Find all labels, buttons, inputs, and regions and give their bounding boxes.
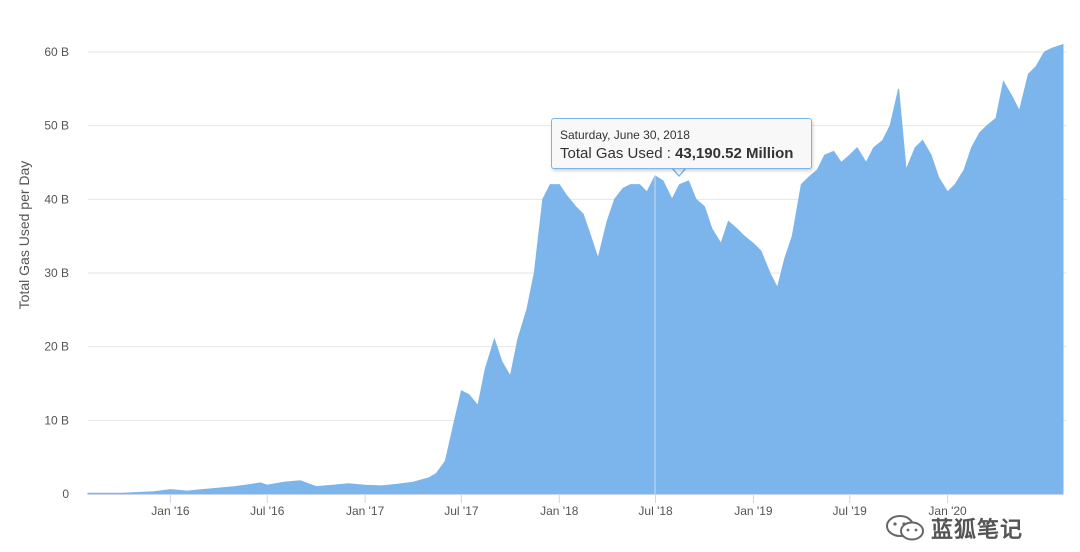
tooltip-label: Total Gas Used : [560,145,676,162]
y-tick-label: 0 [62,487,69,501]
tooltip-line: Total Gas Used : 43,190.52 Million [560,144,802,164]
y-tick-label: 30 B [44,266,69,280]
x-tick-label: Jan '20 [928,504,967,518]
tooltip-value: 43,190.52 Million [675,145,794,162]
x-tick-label: Jan '17 [346,504,385,518]
wechat-logo-icon [886,515,924,541]
watermark-text: 蓝狐笔记 [931,517,1024,542]
x-axis-ticks: Jan '16 Jul '16 Jan '17 Jul '17 Jan '18 Jul '… [151,494,967,518]
x-tick-label: Jul '16 [250,504,285,518]
y-tick-label: 20 B [44,340,69,354]
y-axis-title: Total Gas Used per Day [16,161,32,310]
y-tick-label: 40 B [44,192,69,206]
watermark: 蓝狐笔记 [885,512,1023,544]
x-tick-label: Jul '18 [638,504,673,518]
y-tick-label: 10 B [44,413,69,427]
y-axis-ticks: 0 10 B 20 B 30 B 40 B 50 B 60 B [44,45,69,501]
x-tick-label: Jan '19 [734,504,773,518]
series-area [87,43,1064,495]
y-tick-label: 50 B [44,119,69,133]
data-tooltip: Saturday, June 30, 2018 Total Gas Used :… [551,118,812,169]
tooltip-arrow-fill [672,167,686,175]
x-tick-label: Jan '18 [540,504,579,518]
x-tick-label: Jan '16 [151,504,190,518]
area-series [87,43,1064,495]
tooltip-date: Saturday, June 30, 2018 [560,128,690,142]
x-tick-label: Jul '19 [833,504,868,518]
y-tick-label: 60 B [44,45,69,59]
x-tick-label: Jul '17 [444,504,479,518]
